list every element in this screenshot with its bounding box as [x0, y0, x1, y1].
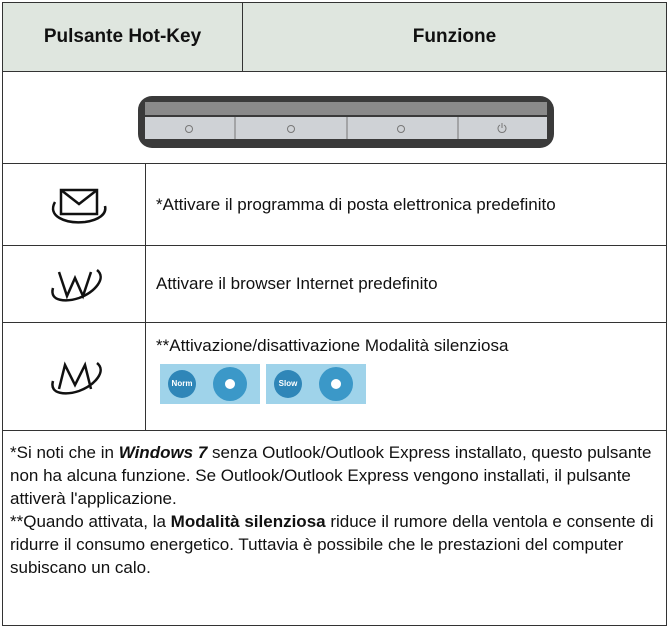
icon-cell: [2, 163, 146, 246]
text: senza Outlook/Outlook Express installato…: [10, 443, 652, 508]
mail-icon: [51, 188, 107, 224]
header-text: Pulsante Hot-Key: [43, 26, 202, 47]
header-cell: Pulsante Hot-Key: [2, 2, 243, 72]
text: *Si noti che in: [10, 443, 119, 462]
description-cell: *Attivare il programma di posta elettron…: [145, 163, 667, 246]
note: *Si noti che in Windows 7 senza Outlook/…: [2, 430, 667, 626]
text: riduce il rumore della ventola e consent…: [10, 512, 654, 577]
header-cell: Funzione: [242, 2, 667, 72]
icon-cell: [2, 322, 146, 431]
text: **Quando attivata, la: [10, 512, 171, 531]
description-cell: **Attivazione/disattivazione Modalità si…: [145, 322, 667, 431]
description: **Attivazione/disattivazione Modalità si…: [156, 336, 509, 355]
mode-icons: Norm Slow: [160, 364, 366, 404]
note-paragraph: **Quando attivata, la Modalità silenzios…: [10, 510, 658, 579]
button-strip-cell: [2, 71, 667, 164]
web-icon: [51, 269, 102, 302]
header-text: Funzione: [412, 26, 497, 47]
description-cell: Attivare il browser Internet predefinito: [145, 245, 667, 323]
emphasis: Windows 7: [118, 443, 208, 462]
mode-label: Slow: [279, 379, 298, 388]
icon-cell: [2, 245, 146, 323]
description: *Attivare il programma di posta elettron…: [156, 194, 556, 214]
silent-icon: [51, 361, 102, 395]
mode-label: Norm: [172, 379, 193, 388]
button-strip: [138, 96, 554, 148]
emphasis: Modalità silenziosa: [170, 512, 326, 531]
note-paragraph: *Si noti che in Windows 7 senza Outlook/…: [10, 441, 658, 510]
description: Attivare il browser Internet predefinito: [156, 274, 438, 293]
